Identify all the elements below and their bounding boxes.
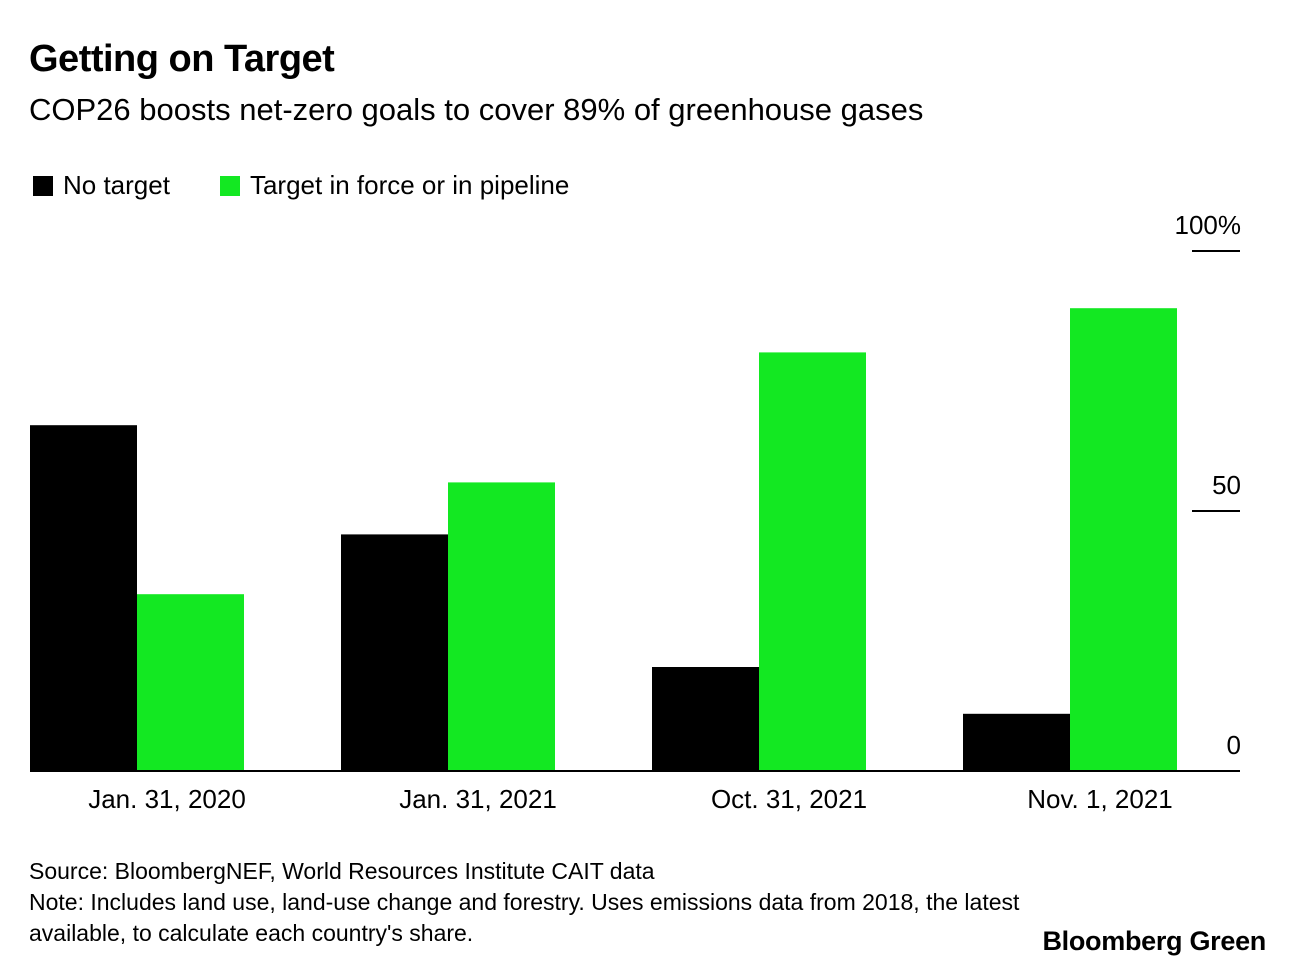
bar-no-target-0 <box>30 425 137 771</box>
chart-subtitle: COP26 boosts net-zero goals to cover 89%… <box>29 92 924 127</box>
bar-no-target-2 <box>652 667 759 771</box>
note-line-1: Note: Includes land use, land-use change… <box>29 889 1020 915</box>
bar-no-target-1 <box>341 534 448 771</box>
brand-logo: Bloomberg Green <box>1042 926 1266 956</box>
bar-target-1 <box>448 482 555 771</box>
x-tick-label-3: Nov. 1, 2021 <box>1027 784 1173 814</box>
bar-target-2 <box>759 352 866 771</box>
x-tick-label-1: Jan. 31, 2021 <box>399 784 557 814</box>
chart-title: Getting on Target <box>29 38 335 80</box>
legend-label-no-target: No target <box>63 170 170 200</box>
x-tick-label-2: Oct. 31, 2021 <box>711 784 867 814</box>
footer-notes: Source: BloombergNEF, World Resources In… <box>29 856 1209 949</box>
legend-item-target: Target in force or in pipeline <box>219 170 570 201</box>
legend-swatch-target <box>219 175 240 196</box>
note-line-2: available, to calculate each country's s… <box>29 920 474 946</box>
legend-swatch-no-target <box>33 175 53 196</box>
legend-label-target: Target in force or in pipeline <box>249 170 570 200</box>
bar-target-0 <box>137 594 244 771</box>
bar-target-3 <box>1070 308 1177 771</box>
bar-no-target-3 <box>963 713 1070 771</box>
legend-item-no-target: No target <box>33 170 170 201</box>
legend: No target Target in force or in pipeline <box>33 170 619 201</box>
source-note: Source: BloombergNEF, World Resources In… <box>29 858 655 884</box>
y-tick-label-2: 0 <box>1227 730 1241 760</box>
y-tick-label-1: 50 <box>1212 470 1241 500</box>
bar-chart: Jan. 31, 2020 Jan. 31, 2021 Oct. 31, 2021 N… <box>30 210 1242 814</box>
y-tick-label-0: 100% <box>1175 210 1242 240</box>
x-tick-label-0: Jan. 31, 2020 <box>88 784 246 814</box>
